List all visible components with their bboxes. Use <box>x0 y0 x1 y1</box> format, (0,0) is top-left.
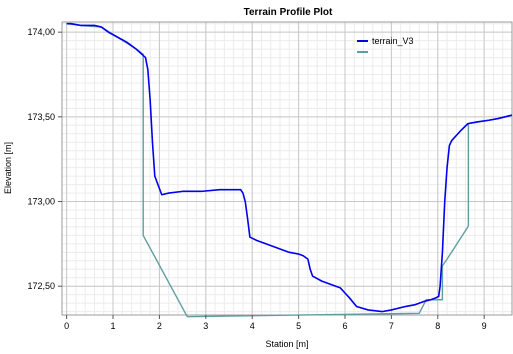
legend: terrain_V3 <box>357 36 414 53</box>
x-tick-label: 1 <box>111 321 116 331</box>
x-tick-label: 3 <box>203 321 208 331</box>
y-axis: 172,50 173,00 173,50 174,00 <box>27 27 62 291</box>
y-tick-label: 173,50 <box>27 112 55 122</box>
legend-label-terrain: terrain_V3 <box>372 36 414 46</box>
x-tick-label: 9 <box>482 321 487 331</box>
x-tick-label: 8 <box>435 321 440 331</box>
y-tick-label: 174,00 <box>27 27 55 37</box>
major-grid <box>62 22 512 315</box>
x-axis: 0 1 2 3 4 5 6 7 8 9 <box>64 315 487 331</box>
x-tick-label: 7 <box>389 321 394 331</box>
series-layer <box>66 22 513 318</box>
x-tick-label: 6 <box>342 321 347 331</box>
series-line-terrain-v3 <box>66 22 513 313</box>
y-tick-label: 172,50 <box>27 281 55 291</box>
x-tick-label: 5 <box>296 321 301 331</box>
x-tick-label: 2 <box>157 321 162 331</box>
x-tick-label: 0 <box>64 321 69 331</box>
x-tick-label: 4 <box>250 321 255 331</box>
chart-title: Terrain Profile Plot <box>244 7 333 18</box>
y-axis-label: Elevation [m] <box>3 142 13 194</box>
y-tick-label: 173,00 <box>27 197 55 207</box>
x-axis-label: Station [m] <box>265 339 308 349</box>
